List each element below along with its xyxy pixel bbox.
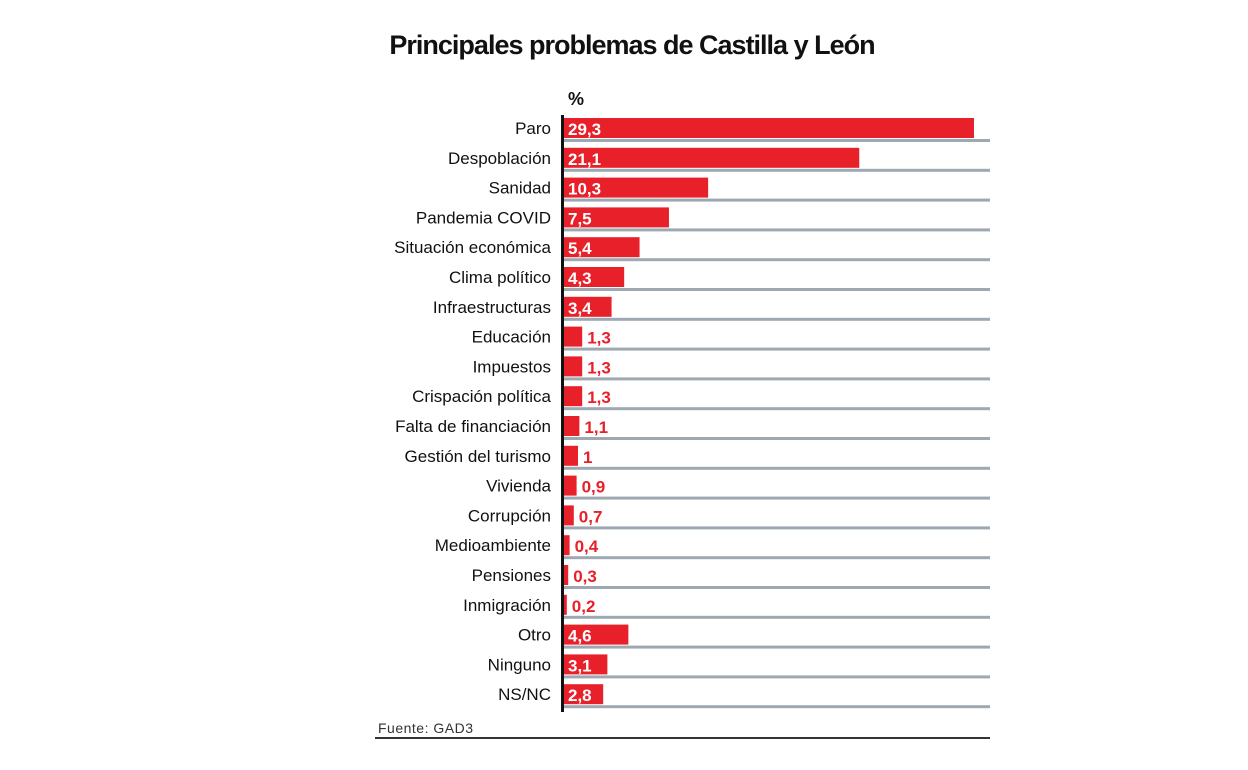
value-label: 1,3 [587, 329, 611, 348]
category-label: Inmigración [463, 596, 551, 615]
gridline [564, 407, 990, 411]
gridline [564, 258, 990, 262]
value-label: 0,3 [573, 567, 597, 586]
value-label: 4,3 [568, 269, 592, 288]
value-label: 29,3 [568, 120, 601, 139]
value-label: 10,3 [568, 180, 601, 199]
bar [564, 237, 640, 258]
bar [564, 475, 577, 496]
value-label: 1,1 [584, 418, 608, 437]
y-axis-line [561, 115, 564, 712]
category-label: Situación económica [394, 238, 551, 257]
source-note: Fuente: GAD3 [378, 720, 474, 736]
value-label: 3,4 [568, 299, 592, 318]
bar [564, 267, 625, 287]
value-label: 1 [583, 448, 592, 467]
gridline [564, 615, 990, 619]
category-label: Crispación política [412, 387, 551, 406]
category-label: Pensiones [472, 566, 551, 585]
category-label: Paro [515, 119, 551, 138]
source-divider [375, 737, 990, 739]
gridline [564, 347, 990, 351]
value-label: 1,3 [587, 358, 611, 377]
bar [564, 147, 860, 168]
gridline [564, 466, 990, 470]
category-label: Corrupción [468, 506, 551, 525]
bar [564, 684, 604, 705]
bar [564, 505, 574, 526]
value-label: 3,1 [568, 656, 592, 675]
gridline [564, 198, 990, 202]
gridline [564, 377, 990, 381]
bar [564, 624, 629, 645]
bar [564, 445, 578, 466]
category-label: Medioambiente [435, 536, 551, 555]
category-label: Sanidad [489, 179, 551, 198]
gridline [564, 139, 990, 142]
value-label: 2,8 [568, 686, 592, 705]
value-label: 0,2 [572, 597, 596, 616]
gridline [564, 705, 990, 709]
category-label: Despoblación [448, 149, 551, 168]
category-label: Gestión del turismo [405, 447, 551, 466]
category-label: Vivienda [486, 477, 551, 496]
value-label: 5,4 [568, 239, 592, 258]
bar [564, 565, 569, 585]
value-label: 1,3 [587, 388, 611, 407]
value-label: 4,6 [568, 627, 592, 646]
value-label: 0,9 [582, 478, 606, 497]
category-label: Pandemia COVID [416, 208, 551, 227]
bar [564, 654, 608, 675]
unit-label: % [568, 89, 585, 109]
gridline [564, 168, 990, 172]
gridline [564, 556, 990, 560]
bar [564, 177, 709, 198]
category-label: Otro [518, 626, 551, 645]
category-label: Clima político [449, 268, 551, 287]
category-label: NS/NC [498, 685, 551, 704]
gridline [564, 437, 990, 440]
bar [564, 118, 974, 138]
category-label: Ninguno [488, 655, 551, 674]
gridline [564, 228, 990, 232]
gridline [564, 526, 990, 530]
category-label: Falta de financiación [395, 417, 551, 436]
value-label: 0,4 [575, 537, 599, 556]
gridline [564, 288, 990, 291]
chart-title: Principales problemas de Castilla y León [389, 30, 875, 60]
bar [564, 326, 583, 347]
gridline [564, 317, 990, 321]
gridline [564, 586, 990, 589]
category-label: Infraestructuras [433, 298, 551, 317]
category-label: Impuestos [473, 357, 551, 376]
bar [564, 296, 612, 317]
gridline [564, 675, 990, 679]
bar [564, 416, 580, 436]
value-label: 7,5 [568, 209, 592, 228]
bar [564, 535, 570, 556]
value-label: 21,1 [568, 150, 601, 169]
bar [564, 356, 583, 377]
bar [564, 207, 669, 228]
bar [564, 594, 567, 615]
gridline [564, 645, 990, 649]
category-label: Educación [472, 328, 551, 347]
bar [564, 386, 583, 407]
gridline [564, 496, 990, 500]
value-label: 0,7 [579, 507, 603, 526]
